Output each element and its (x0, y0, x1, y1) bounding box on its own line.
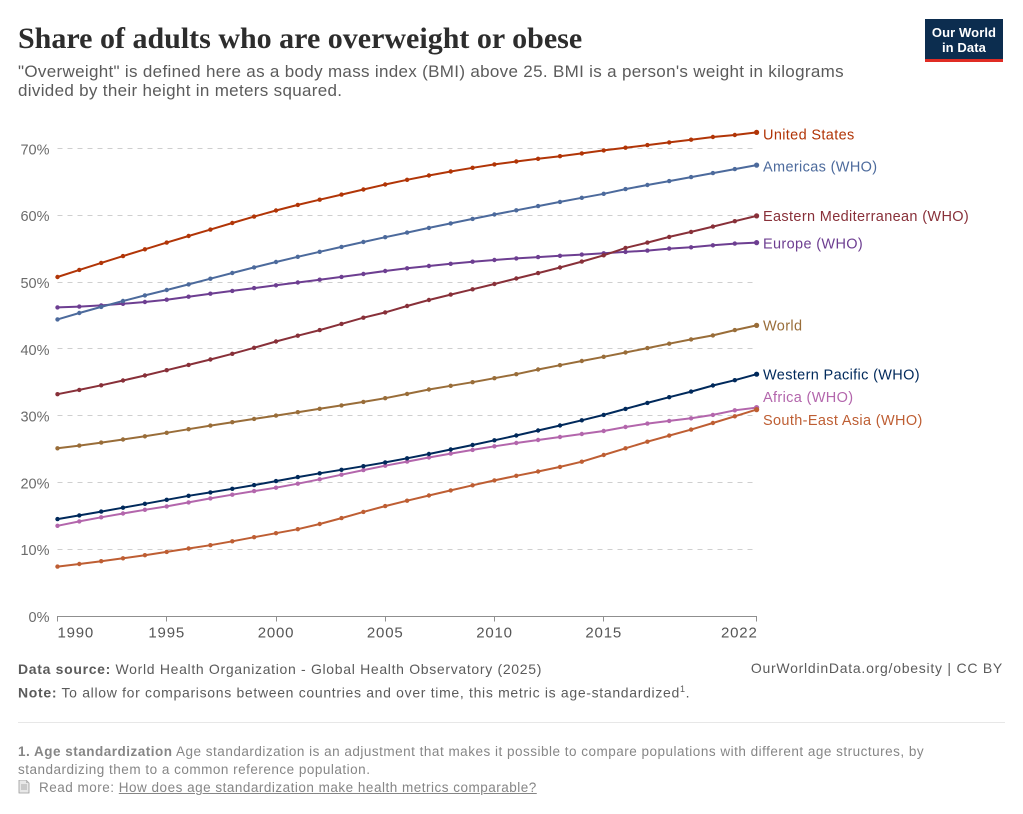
svg-text:2010: 2010 (476, 625, 513, 642)
svg-text:10%: 10% (20, 543, 49, 559)
svg-text:World: World (763, 319, 802, 335)
svg-text:2005: 2005 (367, 625, 404, 642)
svg-text:Europe (WHO): Europe (WHO) (763, 236, 863, 252)
svg-text:1995: 1995 (148, 625, 185, 642)
svg-text:Africa (WHO): Africa (WHO) (763, 390, 853, 406)
svg-text:60%: 60% (20, 209, 49, 225)
svg-text:70%: 70% (20, 142, 49, 158)
svg-text:2022: 2022 (721, 625, 758, 642)
svg-text:30%: 30% (20, 410, 49, 426)
svg-text:Eastern Mediterranean (WHO): Eastern Mediterranean (WHO) (763, 209, 969, 225)
svg-text:2015: 2015 (585, 625, 622, 642)
svg-text:1990: 1990 (58, 625, 95, 642)
svg-text:2000: 2000 (258, 625, 295, 642)
svg-text:South-East Asia (WHO): South-East Asia (WHO) (763, 413, 923, 429)
svg-text:Western Pacific (WHO): Western Pacific (WHO) (763, 368, 920, 384)
svg-text:50%: 50% (20, 276, 49, 292)
svg-text:United States: United States (763, 128, 855, 144)
svg-text:0%: 0% (29, 610, 50, 626)
svg-text:Americas (WHO): Americas (WHO) (763, 159, 877, 175)
svg-text:20%: 20% (20, 476, 49, 492)
svg-text:40%: 40% (20, 343, 49, 359)
